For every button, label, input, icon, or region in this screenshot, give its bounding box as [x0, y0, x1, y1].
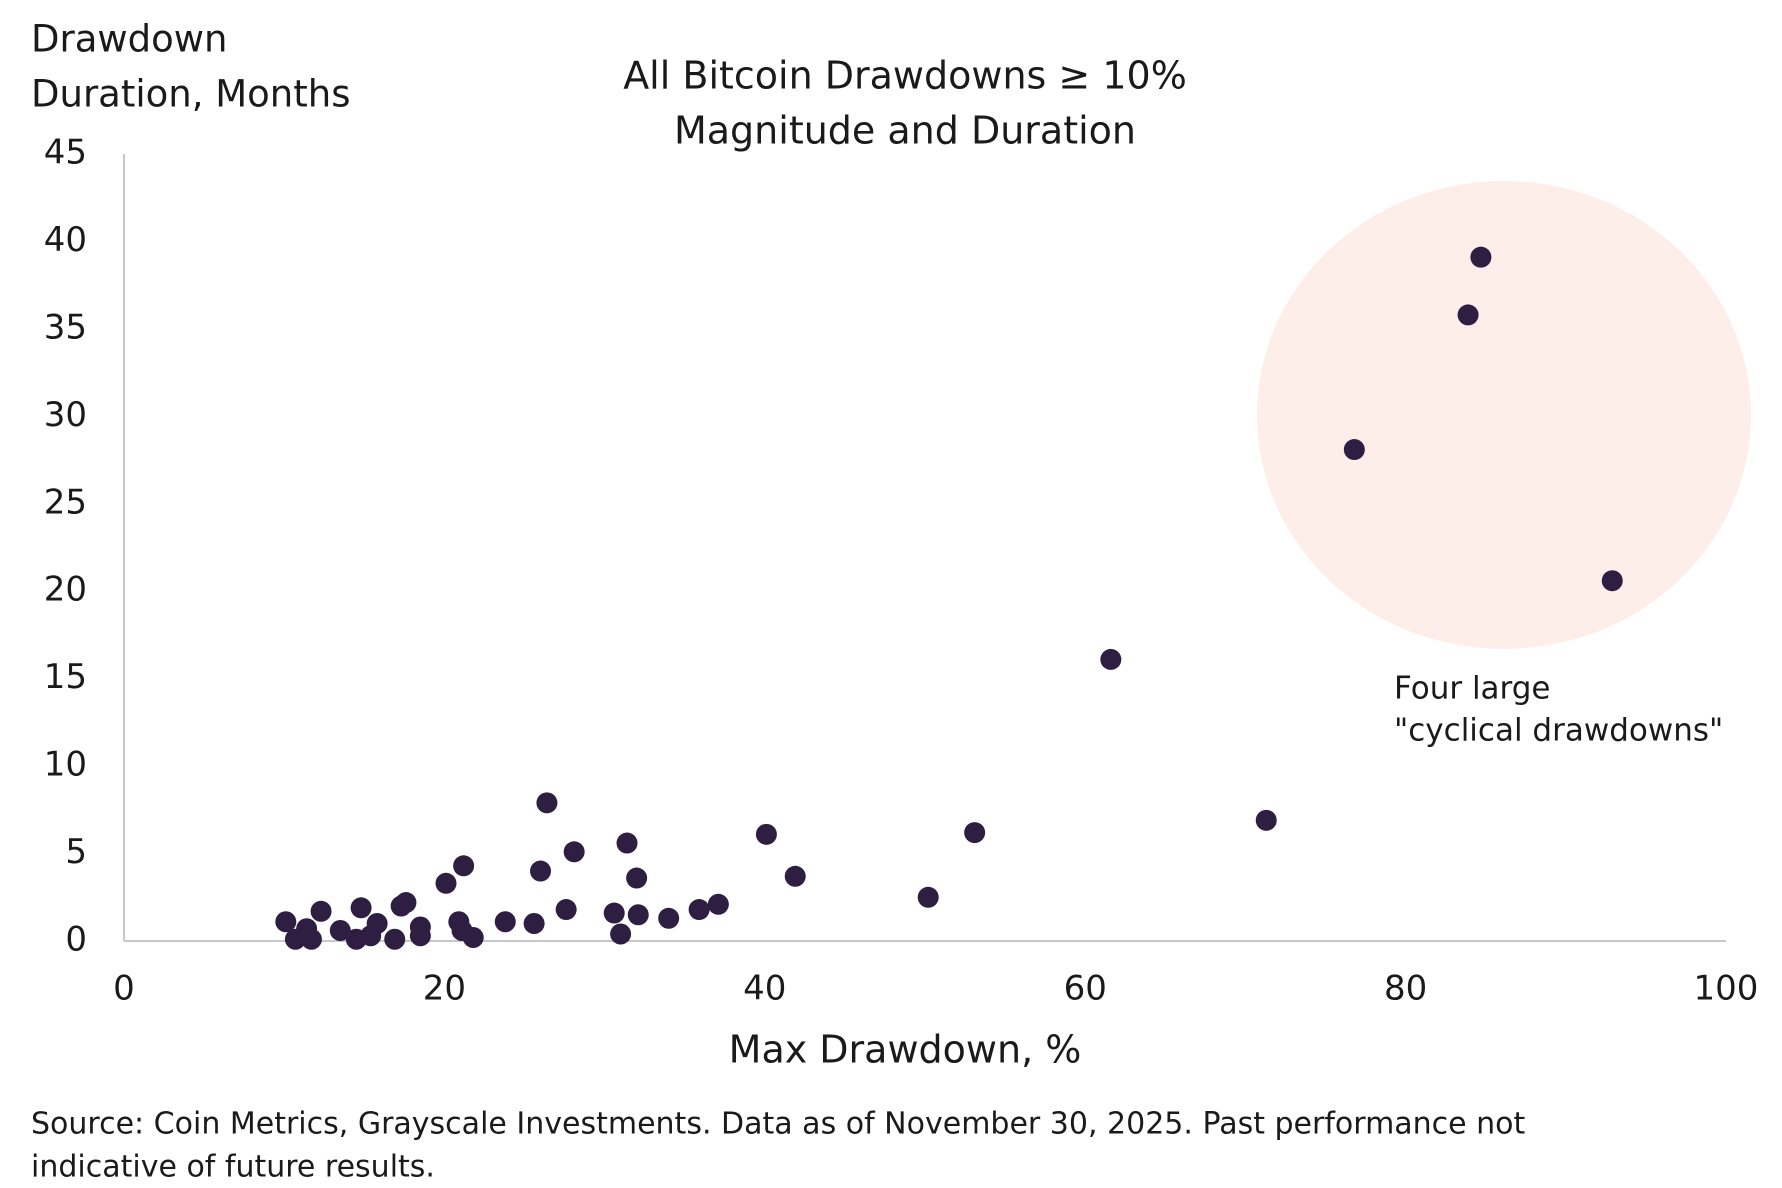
source-note: indicative of future results. — [31, 1150, 435, 1185]
scatter-point — [784, 865, 806, 887]
scatter-point — [755, 823, 777, 845]
y-tick-label: 5 — [65, 832, 87, 872]
scatter-point — [345, 928, 367, 950]
y-tick-label: 15 — [44, 657, 87, 697]
scatter-point — [707, 893, 729, 915]
annotation: Four large — [1394, 671, 1551, 707]
scatter-point — [329, 920, 351, 942]
annotation: "cyclical drawdowns" — [1394, 713, 1723, 749]
source-note: Source: Coin Metrics, Grayscale Investme… — [31, 1107, 1526, 1142]
scatter-point — [658, 907, 680, 929]
y-axis-title: Duration, Months — [31, 73, 350, 116]
scatter-point — [384, 928, 406, 950]
chart-title: All Bitcoin Drawdowns ≥ 10% — [623, 54, 1187, 98]
chart-subtitle: Magnitude and Duration — [674, 109, 1136, 153]
scatter-point — [494, 911, 516, 933]
scatter-point — [610, 923, 632, 945]
y-tick-label: 30 — [44, 395, 87, 435]
scatter-point — [917, 886, 939, 908]
scatter-point — [964, 822, 986, 844]
x-axis-title: Max Drawdown, % — [729, 1028, 1082, 1072]
y-tick-label: 40 — [44, 220, 87, 260]
x-tick-label: 60 — [1064, 969, 1107, 1009]
scatter-point — [435, 872, 457, 894]
scatter-point — [530, 860, 552, 882]
scatter-point — [1255, 809, 1277, 831]
scatter-point — [536, 792, 558, 814]
x-tick-label: 0 — [113, 969, 135, 1009]
scatter-point — [409, 925, 431, 947]
y-tick-label: 45 — [44, 133, 87, 173]
scatter-point — [688, 899, 710, 921]
highlight-circle — [1257, 181, 1751, 649]
scatter-point — [390, 895, 412, 917]
scatter-point — [310, 900, 332, 922]
scatter-point — [1457, 304, 1479, 326]
y-tick-label: 10 — [44, 745, 87, 785]
scatter-point — [275, 911, 297, 933]
scatter-point — [1601, 570, 1623, 592]
x-tick-label: 100 — [1694, 969, 1759, 1009]
y-tick-label: 35 — [44, 307, 87, 347]
scatter-point — [523, 913, 545, 935]
scatter-point — [563, 841, 585, 863]
scatter-point — [350, 897, 372, 919]
scatter-point — [555, 899, 577, 921]
x-tick-label: 80 — [1384, 969, 1427, 1009]
scatter-point — [1100, 648, 1122, 670]
scatter-point — [284, 928, 306, 950]
y-tick-label: 0 — [65, 920, 87, 960]
scatter-point — [451, 920, 473, 942]
scatter-point — [626, 867, 648, 889]
scatter-point — [616, 832, 638, 854]
scatter-point — [1343, 439, 1365, 461]
x-tick-label: 40 — [743, 969, 786, 1009]
scatter-point — [603, 902, 625, 924]
x-tick-label: 20 — [423, 969, 466, 1009]
y-tick-label: 25 — [44, 482, 87, 522]
scatter-point — [453, 855, 475, 877]
y-tick-label: 20 — [44, 570, 87, 610]
scatter-point — [1470, 246, 1492, 268]
scatter-point — [627, 904, 649, 926]
y-axis-title: Drawdown — [31, 18, 227, 61]
